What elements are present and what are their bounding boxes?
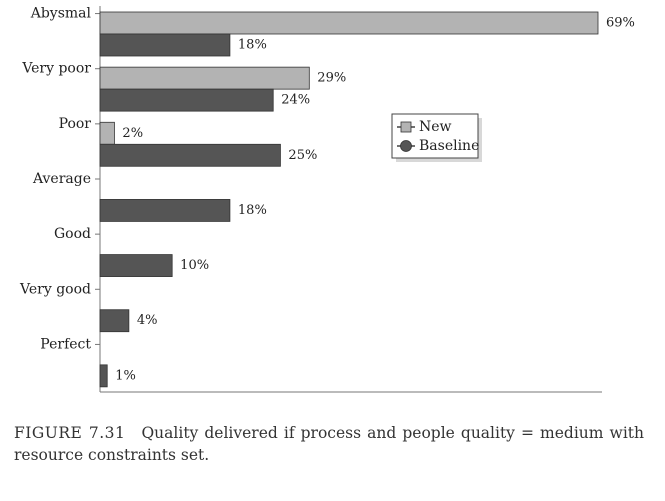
category-label-poor: Poor (59, 116, 92, 132)
legend-swatch-baseline (400, 140, 412, 152)
bar-new-poor (99, 121, 115, 145)
data-label-baseline-poor: 25% (288, 148, 317, 163)
category-label-good: Good (54, 226, 91, 242)
data-label-baseline-good: 10% (180, 258, 209, 273)
bar-baseline-perfect (99, 364, 108, 388)
category-label-very-poor: Very poor (21, 61, 91, 77)
bar-baseline-very-good (99, 309, 130, 333)
data-label-baseline-very-poor: 24% (281, 93, 310, 108)
bar-baseline-average (99, 199, 231, 222)
bar-baseline-abysmal (99, 33, 231, 57)
category-labels: Abysmal Very poor Poor Average Good Very good… (19, 6, 100, 352)
bar-baseline-good (99, 254, 173, 277)
data-labels: 69% 18% 29% 24% 2% 25% 18% 10% 4% 1% (115, 16, 635, 384)
data-label-new-abysmal: 69% (606, 16, 635, 31)
data-label-new-very-poor: 29% (317, 71, 346, 86)
legend-label-new: New (419, 119, 452, 135)
figure-label: FIGURE 7.31 (14, 424, 126, 442)
bar-chart: Abysmal Very poor Poor Average Good Very good… (19, 6, 635, 393)
chart-bars (99, 11, 599, 388)
data-label-baseline-average: 18% (238, 203, 267, 218)
data-label-baseline-abysmal: 18% (238, 38, 267, 53)
bar-baseline-very-poor (99, 88, 274, 112)
category-label-very-good: Very good (19, 281, 91, 297)
category-label-abysmal: Abysmal (30, 6, 92, 22)
caption-text: Quality delivered if process and people … (14, 424, 644, 464)
bar-new-abysmal (99, 11, 599, 35)
chart-axes (99, 6, 602, 393)
data-label-baseline-perfect: 1% (115, 368, 136, 383)
data-label-new-poor: 2% (122, 126, 143, 141)
category-label-average: Average (32, 171, 91, 187)
data-label-baseline-very-good: 4% (137, 313, 158, 328)
chart-legend: New Baseline (391, 113, 482, 162)
bar-new-very-poor (99, 66, 310, 90)
legend-label-baseline: Baseline (419, 138, 479, 154)
bar-baseline-poor (99, 143, 281, 167)
legend-swatch-new (400, 121, 412, 133)
category-label-perfect: Perfect (40, 336, 91, 352)
figure-caption: FIGURE 7.31 Quality delivered if process… (14, 422, 644, 466)
